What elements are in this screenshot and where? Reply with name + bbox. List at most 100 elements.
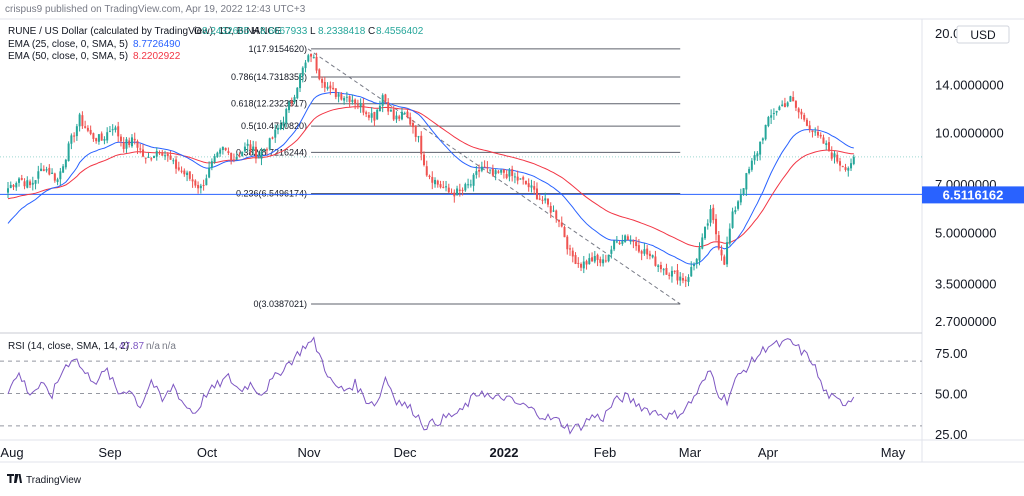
rsi-pane[interactable]: 75.00 50.00 25.00 [0, 336, 968, 443]
candle [254, 141, 257, 164]
price-axis[interactable]: 20.000000014.000000010.00000007.00000005… [922, 26, 1024, 329]
candle [676, 263, 679, 285]
candle [450, 188, 453, 194]
candle [299, 72, 302, 92]
candle [847, 166, 850, 177]
candle [425, 160, 428, 177]
candle [753, 151, 756, 165]
candle [428, 174, 431, 180]
candle [692, 262, 695, 271]
candle [238, 152, 241, 158]
candle [621, 234, 624, 246]
symbol-title: RUNE / US Dollar (calculated by TradingV… [8, 26, 282, 37]
candle [197, 181, 200, 194]
candle [117, 121, 120, 143]
candle [164, 150, 167, 161]
candle [420, 131, 423, 161]
candle [648, 250, 651, 260]
candle [150, 157, 153, 162]
candle [106, 127, 109, 144]
candle [18, 177, 21, 187]
candle [728, 223, 731, 246]
candle [409, 112, 412, 127]
candle [216, 151, 219, 158]
candle [81, 111, 84, 129]
time-tick-label: May [881, 445, 906, 460]
candle [720, 245, 723, 261]
support-price-badge[interactable] [922, 186, 1024, 204]
candle [538, 193, 541, 201]
candle [243, 142, 246, 153]
candle [230, 152, 233, 165]
candle [224, 147, 227, 152]
candle [491, 164, 494, 177]
candle [756, 151, 759, 161]
candle [469, 179, 472, 188]
support-line[interactable] [0, 156, 922, 195]
candle [356, 99, 359, 110]
candle [268, 137, 271, 151]
candle [505, 169, 508, 180]
candle [365, 110, 368, 118]
candle [750, 158, 753, 172]
candle [739, 188, 742, 206]
fib-trend-line[interactable] [307, 48, 681, 305]
candle [310, 53, 313, 63]
ema50-value: 8.2202922 [133, 51, 181, 62]
candle [7, 182, 9, 199]
candle [290, 97, 293, 107]
candle [389, 108, 392, 112]
candle [841, 165, 844, 168]
candle [158, 150, 161, 156]
candle [53, 172, 56, 183]
candle [643, 243, 646, 256]
time-tick-label: Sep [98, 445, 121, 460]
candle [332, 81, 335, 91]
time-tick-label: Feb [594, 445, 616, 460]
currency-label-box[interactable] [956, 25, 1010, 44]
candle [111, 124, 114, 136]
price-tick-label: 14.0000000 [935, 77, 1004, 92]
candle [263, 148, 266, 152]
candle [119, 134, 122, 147]
candle [177, 161, 180, 172]
candle [395, 111, 398, 123]
ohlc-value-c: 8.4556402 [376, 26, 424, 37]
candle [359, 98, 362, 113]
candle [257, 151, 260, 159]
candle [312, 54, 315, 59]
candle [285, 107, 288, 128]
candle [508, 167, 511, 182]
candle [690, 261, 693, 277]
candle [439, 180, 442, 189]
candle [800, 108, 803, 120]
candle [70, 133, 73, 150]
candle [684, 276, 687, 288]
candle [447, 183, 450, 194]
candle [717, 230, 720, 251]
candle [139, 143, 142, 154]
candle [461, 187, 464, 196]
candle [153, 155, 156, 159]
candle [133, 132, 136, 145]
candle [67, 141, 70, 162]
candle [585, 259, 588, 270]
candle [323, 76, 326, 93]
candle [376, 108, 379, 121]
time-tick-label: Nov [297, 445, 321, 460]
candle [406, 108, 409, 119]
fibonacci-retracement[interactable]: 1(17.9154620) 0.786(14.7318353) 0.618(12.2… [231, 44, 681, 309]
candle [764, 124, 767, 141]
time-axis[interactable]: Aug Sep Oct Nov Dec 2022 Feb Mar Apr May [0, 445, 905, 460]
candle [373, 111, 376, 127]
candle [296, 87, 299, 100]
candle [62, 164, 65, 174]
candle [274, 124, 277, 143]
candle [489, 169, 492, 174]
candle [434, 177, 437, 188]
ohlc-value-o: 8.2432665 [202, 26, 250, 37]
candle [384, 93, 387, 104]
time-tick-label: Dec [393, 445, 417, 460]
candle [805, 117, 808, 127]
